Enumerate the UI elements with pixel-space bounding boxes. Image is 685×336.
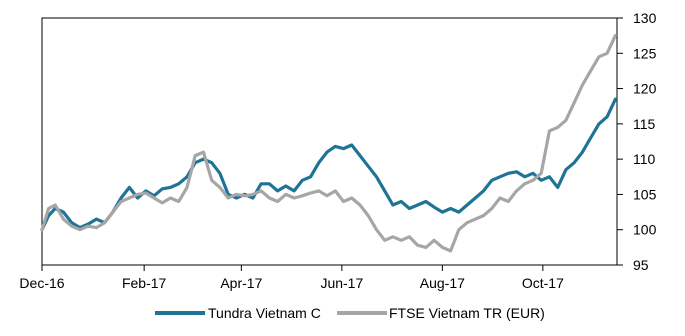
y-tick-label: 105	[633, 186, 657, 202]
y-tick-label: 125	[633, 45, 657, 61]
x-tick-label: Dec-16	[19, 275, 64, 291]
legend-label: Tundra Vietnam C	[208, 305, 321, 321]
y-tick-label: 110	[633, 151, 656, 167]
legend-label: FTSE Vietnam TR (EUR)	[389, 305, 545, 321]
x-tick-label: Oct-17	[522, 275, 564, 291]
series-line-tundra-vietnam-c	[40, 97, 617, 232]
y-tick-label: 100	[633, 222, 657, 238]
y-tick-label: 115	[633, 116, 656, 132]
series-line-ftse-vietnam-tr-eur	[40, 34, 617, 253]
x-tick-label: Feb-17	[122, 275, 167, 291]
y-tick-label: 130	[633, 10, 657, 26]
y-tick-label: 120	[633, 81, 657, 97]
plot-area-border	[41, 17, 618, 266]
x-tick-label: Apr-17	[220, 275, 262, 291]
x-tick-label: Jun-17	[320, 275, 363, 291]
x-tick-label: Aug-17	[420, 275, 465, 291]
y-tick-label: 95	[633, 257, 649, 273]
